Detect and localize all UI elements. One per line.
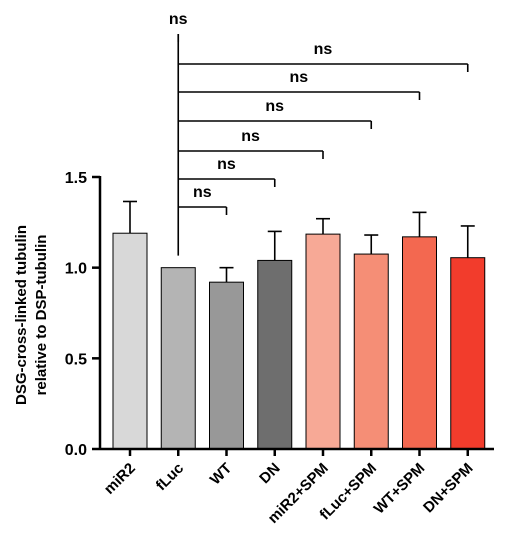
bar-dn-plus-spm: [450, 257, 486, 450]
bracket-fluc-vs-fluc-plus-spm-label: ns: [265, 98, 284, 115]
y-tick-label-1: 0.5: [65, 351, 87, 368]
y-tick-label-3: 1.5: [65, 170, 87, 187]
bar-dn: [257, 259, 293, 450]
x-tick-label-dn-plus-spm: DN+SPM: [420, 460, 477, 517]
x-tick-label-dn: DN: [256, 460, 283, 487]
y-axis-label: DSG-cross-linked tubulin relative to DSP…: [13, 225, 50, 405]
bracket-fluc-vs-dn-plus-spm-label: ns: [314, 41, 333, 58]
bar-wt: [209, 281, 244, 450]
y-tick-label-0: 0.0: [65, 442, 87, 459]
y-axis: 0.0 0.5 1.0 1.5: [65, 170, 102, 459]
y-tick-label-2: 1.0: [65, 261, 87, 278]
bracket-fluc-vs-dn-label: ns: [217, 156, 236, 173]
x-tick-label-wt: WT: [207, 460, 236, 489]
x-tick-label-fluc: fLuc: [153, 460, 187, 494]
bracket-fluc-vs-mir2-plus-spm-label: ns: [241, 128, 260, 145]
error-bars-group: [123, 200, 475, 283]
y-axis-label-line-1: DSG-cross-linked tubulin: [13, 225, 30, 405]
bar-fluc: [160, 267, 196, 450]
y-axis-label-line-2: relative to DSP-tubulin: [33, 235, 50, 396]
bracket-fluc-vs-wt-plus-spm-label: ns: [290, 69, 309, 86]
bar-mir2-plus-spm: [305, 233, 341, 450]
bracket-fluc-vs-wt-label: ns: [193, 184, 212, 201]
bar-fluc-plus-spm: [353, 253, 389, 450]
bracket-mir2-vs-fluc-label: ns: [169, 11, 188, 28]
bar-wt-plus-spm: [402, 236, 437, 450]
x-tick-label-wt-plus-spm: WT+SPM: [371, 460, 429, 518]
x-tick-label-mir2: miR2: [101, 460, 139, 498]
bar-mir2: [112, 232, 148, 450]
bars-group: [112, 232, 486, 450]
